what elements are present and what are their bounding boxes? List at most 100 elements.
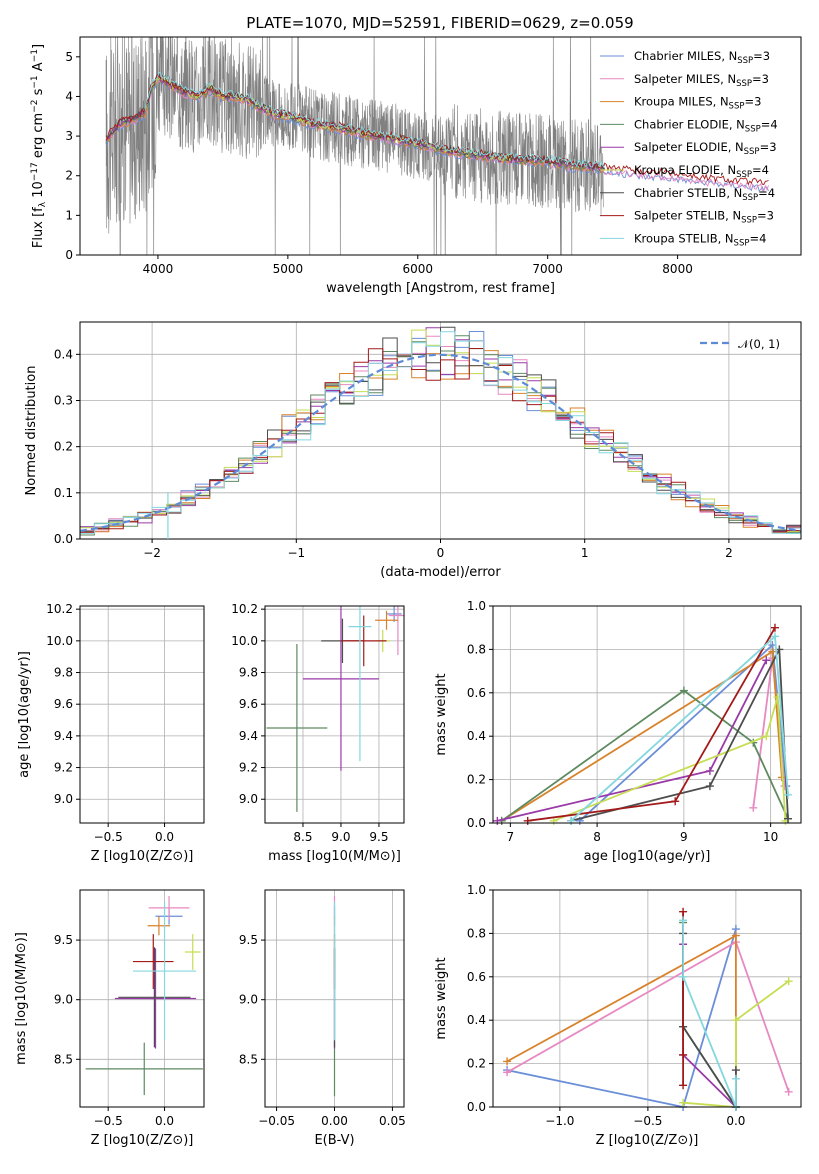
- y-tick-label: 9.0: [239, 792, 258, 806]
- weight-marker: [705, 766, 714, 775]
- weight-series-4: [497, 659, 768, 822]
- model-spectrum-7: [105, 73, 769, 186]
- weight-marker: [679, 686, 688, 695]
- y-tick-label: 10.0: [231, 634, 258, 648]
- weight-marker: [731, 1074, 740, 1083]
- y-tick-label: 9.8: [54, 666, 73, 680]
- axes-frame: [79, 36, 802, 256]
- model-spectrum-8: [144, 72, 606, 169]
- x-tick-label: 0: [437, 546, 445, 560]
- x-tick-label: −0.5: [94, 1114, 123, 1128]
- weight-marker: [783, 814, 792, 823]
- y-tick-label: 0.2: [467, 773, 486, 787]
- x-tick-label: −1.0: [545, 1114, 574, 1128]
- weight-marker: [731, 1016, 740, 1025]
- legend-label-5: Kroupa ELODIE, NSSP=4: [634, 163, 769, 180]
- weight-marker: [679, 907, 688, 916]
- y-tick-label: 10.2: [46, 602, 73, 616]
- y-tick-label: 0.0: [54, 532, 73, 546]
- spectrum-group: [105, 37, 769, 255]
- x-tick-label: 4000: [143, 262, 174, 276]
- weight-marker: [770, 632, 779, 641]
- x-tick-label: −0.5: [94, 830, 123, 844]
- weight-series-7: [527, 627, 776, 822]
- weight-marker: [762, 732, 771, 741]
- weight-marker: [783, 790, 792, 799]
- weight-marker: [523, 816, 532, 825]
- weight-marker: [679, 916, 688, 925]
- legend-label-4: Salpeter ELODIE, NSSP=3: [634, 140, 777, 157]
- y-tick-label: 3: [65, 129, 73, 143]
- observed-spectrum: [105, 37, 604, 255]
- weight-series-3: [501, 689, 789, 822]
- weight-marker: [679, 972, 688, 981]
- y-tick-label: 9.0: [239, 993, 258, 1007]
- weight-marker: [762, 656, 771, 665]
- weight-series-8: [682, 920, 737, 1108]
- axes-frame: [79, 321, 802, 540]
- weight-series-0: [506, 928, 737, 1109]
- x-tick-label: 2: [725, 546, 733, 560]
- y-tick-label: 9.6: [239, 697, 258, 711]
- y-axis-label: mass weight: [434, 957, 449, 1039]
- y-tick-label: 0.8: [467, 642, 486, 656]
- x-tick-label: 0.0: [155, 830, 174, 844]
- legend-label-8: Kroupa STELIB, NSSP=4: [634, 231, 766, 248]
- y-tick-label: 8.5: [239, 1052, 258, 1066]
- y-tick-label: 0.2: [54, 440, 73, 454]
- y-tick-label: 9.0: [54, 993, 73, 1007]
- weight-marker: [679, 1098, 688, 1107]
- y-tick-label: 0.1: [54, 486, 73, 500]
- y-tick-label: 1: [65, 208, 73, 222]
- weight-marker: [731, 931, 740, 940]
- errorbar-group: [266, 606, 404, 812]
- y-tick-label: 2: [65, 169, 73, 183]
- errorbar-group: [167, 491, 169, 539]
- weight-series-5: [683, 980, 790, 1108]
- y-tick-label: 9.2: [239, 761, 258, 775]
- x-axis-label: wavelength [Angstrom, rest frame]: [326, 281, 555, 296]
- x-tick-label: 7000: [532, 262, 563, 276]
- x-axis-label: E(B-V): [314, 1133, 354, 1148]
- axes-frame: [79, 889, 205, 1108]
- axes-frame: [264, 605, 405, 824]
- y-tick-label: 9.4: [54, 729, 73, 743]
- x-axis-label: Z [log10(Z/Z⊙)]: [91, 1133, 194, 1148]
- y-tick-label: 1.0: [467, 883, 486, 897]
- weight-marker: [503, 1068, 512, 1077]
- weight-marker: [768, 647, 777, 656]
- y-axis-label: Normed distribution: [24, 366, 39, 496]
- legend-label-3: Chabrier ELODIE, NSSP=4: [634, 117, 778, 134]
- y-tick-label: 4: [65, 89, 73, 103]
- y-tick-label: 9.5: [54, 933, 73, 947]
- y-tick-label: 10.2: [231, 602, 258, 616]
- y-tick-label: 0.3: [54, 393, 73, 407]
- weight-marker: [671, 797, 680, 806]
- y-axis-label: mass weight: [434, 673, 449, 755]
- x-tick-label: 7: [507, 830, 515, 844]
- y-tick-label: 0.6: [467, 686, 486, 700]
- x-tick-label: 1: [581, 546, 589, 560]
- x-tick-label: 6000: [402, 262, 433, 276]
- x-tick-label: 9.5: [369, 830, 388, 844]
- y-tick-label: 9.8: [239, 666, 258, 680]
- y-tick-label: 0.0: [467, 816, 486, 830]
- weight-series-5: [553, 696, 787, 822]
- y-axis-label: Flux [fλ 10−17 erg cm−2 s−1 A−1]: [30, 44, 48, 248]
- y-tick-label: 0.6: [467, 970, 486, 984]
- x-axis-label: Z [log10(Z/Z⊙)]: [596, 1133, 699, 1148]
- x-tick-label: 10: [763, 830, 778, 844]
- y-tick-label: 9.6: [54, 697, 73, 711]
- weight-marker: [784, 977, 793, 986]
- histogram-series-8: [80, 331, 801, 534]
- y-tick-label: 1.0: [467, 599, 486, 613]
- y-axis-label: mass [log10(M/M⊙)]: [14, 932, 29, 1065]
- y-tick-label: 0: [65, 248, 73, 262]
- legend-label-6: Chabrier STELIB, NSSP=4: [634, 186, 775, 203]
- legend-label-7: Salpeter STELIB, NSSP=3: [634, 209, 774, 226]
- x-tick-label: −2: [143, 546, 161, 560]
- axes-frame: [492, 605, 802, 824]
- y-tick-label: 5: [65, 50, 73, 64]
- x-axis-label: age [log10(age/yr)]: [584, 849, 711, 864]
